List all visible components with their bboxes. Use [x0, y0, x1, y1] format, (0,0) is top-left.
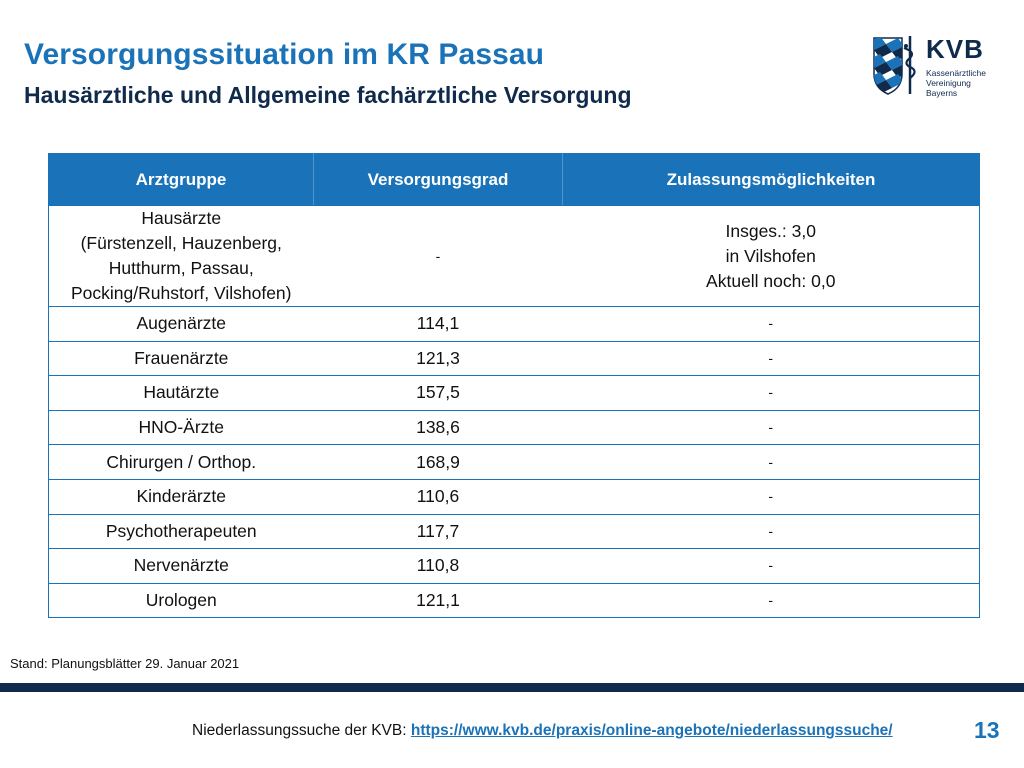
cell-zulassung: -	[562, 410, 980, 446]
table-row-hausaerzte: Hausärzte (Fürstenzell, Hauzenberg, Hutt…	[48, 205, 980, 307]
cell-arztgruppe: Hausärzte (Fürstenzell, Hauzenberg, Hutt…	[48, 205, 314, 307]
table-row: Chirurgen / Orthop. 168,9 -	[48, 444, 980, 480]
cell-line: in Vilshofen	[725, 245, 816, 266]
cell-zulassung: Insges.: 3,0 in Vilshofen Aktuell noch: …	[562, 205, 980, 307]
cell-line: Aktuell noch: 0,0	[706, 270, 836, 291]
cell-line: (Fürstenzell, Hauzenberg,	[80, 233, 282, 253]
kvb-logo: KVB Kassenärztliche Vereinigung Bayerns	[872, 34, 992, 98]
cell-zulassung: -	[562, 306, 980, 342]
stand-note: Stand: Planungsblätter 29. Januar 2021	[10, 656, 240, 671]
cell-versorgungsgrad: 110,8	[313, 548, 563, 584]
table-row: Urologen 121,1 -	[48, 583, 980, 619]
table-row: Frauenärzte 121,3 -	[48, 341, 980, 377]
cell-line: Pocking/Ruhstorf, Vilshofen)	[71, 283, 292, 303]
cell-line: Hutthurm, Passau,	[108, 258, 254, 278]
cell-arztgruppe: Hautärzte	[48, 375, 314, 411]
column-header-versorgungsgrad: Versorgungsgrad	[313, 153, 563, 206]
cell-zulassung: -	[562, 583, 980, 619]
page-title: Versorgungssituation im KR Passau	[24, 38, 545, 71]
cell-zulassung: -	[562, 444, 980, 480]
table-row: Augenärzte 114,1 -	[48, 306, 980, 342]
kvb-logo-line-2: Vereinigung	[926, 78, 971, 88]
cell-line: Insges.: 3,0	[725, 220, 816, 241]
supply-table: Arztgruppe Versorgungsgrad Zulassungsmög…	[48, 153, 980, 619]
column-header-arztgruppe: Arztgruppe	[48, 153, 314, 206]
cell-arztgruppe: HNO-Ärzte	[48, 410, 314, 446]
cell-line: Hausärzte	[141, 208, 222, 228]
kvb-emblem-icon	[873, 36, 916, 95]
footer: Niederlassungssuche der KVB: https://www…	[192, 722, 893, 740]
cell-versorgungsgrad: 157,5	[313, 375, 563, 411]
cell-arztgruppe: Urologen	[48, 583, 314, 619]
page-number: 13	[974, 717, 1000, 743]
cell-zulassung: -	[562, 514, 980, 550]
cell-versorgungsgrad: 121,1	[313, 583, 563, 619]
cell-versorgungsgrad: -	[313, 205, 563, 307]
cell-arztgruppe: Chirurgen / Orthop.	[48, 444, 314, 480]
cell-arztgruppe: Frauenärzte	[48, 341, 314, 377]
kvb-logo-line-3: Bayerns	[926, 88, 958, 98]
table-row: Psychotherapeuten 117,7 -	[48, 514, 980, 550]
footer-prefix: Niederlassungssuche der KVB:	[192, 722, 407, 739]
cell-versorgungsgrad: 110,6	[313, 479, 563, 515]
cell-versorgungsgrad: 117,7	[313, 514, 563, 550]
table-header-row: Arztgruppe Versorgungsgrad Zulassungsmög…	[48, 153, 980, 206]
table-row: HNO-Ärzte 138,6 -	[48, 410, 980, 446]
cell-zulassung: -	[562, 375, 980, 411]
cell-arztgruppe: Nervenärzte	[48, 548, 314, 584]
cell-arztgruppe: Augenärzte	[48, 306, 314, 342]
footer-divider-bar	[0, 683, 1024, 692]
cell-versorgungsgrad: 121,3	[313, 341, 563, 377]
kvb-logo-text: KVB	[926, 34, 984, 64]
kvb-logo-line-1: Kassenärztliche	[926, 68, 987, 78]
cell-arztgruppe: Psychotherapeuten	[48, 514, 314, 550]
niederlassungssuche-link[interactable]: https://www.kvb.de/praxis/online-angebot…	[410, 722, 893, 739]
cell-zulassung: -	[562, 548, 980, 584]
column-header-zulassung: Zulassungsmöglichkeiten	[562, 153, 980, 206]
cell-zulassung: -	[562, 341, 980, 377]
cell-versorgungsgrad: 138,6	[313, 410, 563, 446]
cell-versorgungsgrad: 168,9	[313, 444, 563, 480]
page-subtitle: Hausärztliche und Allgemeine fachärztlic…	[24, 82, 632, 108]
table-row: Hautärzte 157,5 -	[48, 375, 980, 411]
cell-arztgruppe: Kinderärzte	[48, 479, 314, 515]
cell-versorgungsgrad: 114,1	[313, 306, 563, 342]
table-row: Kinderärzte 110,6 -	[48, 479, 980, 515]
table-row: Nervenärzte 110,8 -	[48, 548, 980, 584]
cell-zulassung: -	[562, 479, 980, 515]
